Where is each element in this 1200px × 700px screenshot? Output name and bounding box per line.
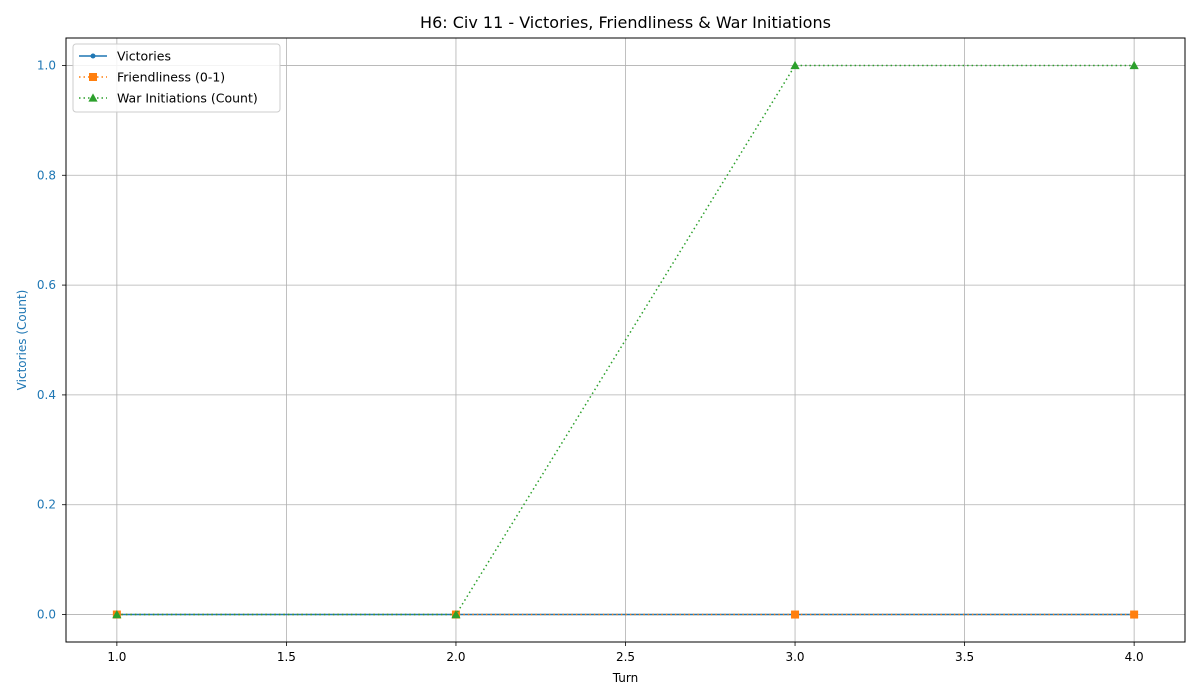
- y-tick-label: 0.2: [37, 498, 56, 512]
- legend-label: War Initiations (Count): [117, 91, 258, 106]
- y-tick-label: 0.4: [37, 388, 56, 402]
- data-point: [791, 610, 800, 619]
- data-point: [790, 60, 800, 70]
- series-line: [116, 64, 1135, 616]
- y-tick-label: 1.0: [37, 58, 56, 72]
- axis-ticks: 1.0 1.5 2.0 2.5 3.0 3.5 4.0 0.0 0.2 0.4 0.6 0.8 1.0: [37, 58, 1144, 664]
- legend-item: Victories: [79, 49, 171, 64]
- x-tick-label: 2.5: [616, 650, 635, 664]
- y-axis-title: Victories (Count): [15, 290, 29, 391]
- data-point: [112, 609, 122, 619]
- series-lines: [112, 60, 1139, 619]
- data-point: [1129, 60, 1139, 70]
- chart-title: H6: Civ 11 - Victories, Friendliness & W…: [420, 13, 831, 32]
- x-tick-label: 4.0: [1125, 650, 1144, 664]
- x-tick-label: 1.0: [107, 650, 126, 664]
- x-axis-title: Turn: [612, 671, 638, 685]
- x-tick-label: 2.0: [446, 650, 465, 664]
- legend-marker: [90, 53, 96, 59]
- x-tick-label: 3.0: [785, 650, 804, 664]
- y-tick-label: 0.0: [37, 608, 56, 622]
- legend-label: Victories: [117, 49, 171, 64]
- legend-marker: [89, 73, 97, 81]
- legend-marker: [88, 93, 98, 102]
- legend-item: Friendliness (0-1): [79, 70, 225, 85]
- legend: Victories Friendliness (0-1) War Initiatio…: [72, 43, 281, 113]
- x-tick-label: 3.5: [955, 650, 974, 664]
- legend-item: War Initiations (Count): [79, 91, 258, 106]
- legend-box: [72, 43, 281, 113]
- series-2: [112, 60, 1139, 619]
- legend-label: Friendliness (0-1): [117, 70, 225, 85]
- data-point: [1130, 610, 1139, 619]
- data-point: [451, 609, 461, 619]
- y-tick-label: 0.8: [37, 168, 56, 182]
- x-tick-label: 1.5: [277, 650, 296, 664]
- y-tick-label: 0.6: [37, 278, 56, 292]
